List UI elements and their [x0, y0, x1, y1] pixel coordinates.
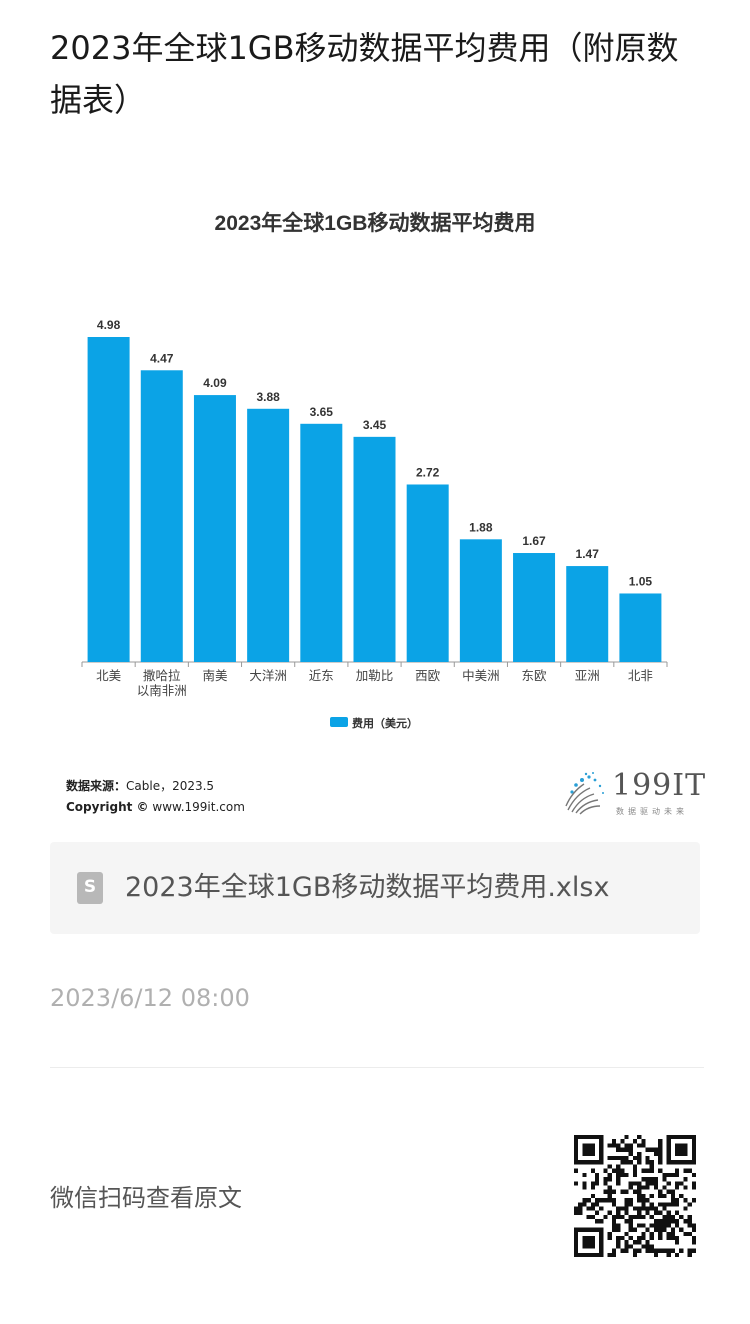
spreadsheet-file-icon: S [77, 872, 103, 904]
publish-date: 2023/6/12 08:00 [50, 984, 250, 1012]
article-title: 2023年全球1GB移动数据平均费用（附原数据表） [50, 29, 679, 119]
x-tick-label: 南美 [202, 668, 227, 683]
x-tick-label: 东欧 [522, 669, 548, 683]
bar-value-label: 2.72 [416, 465, 440, 479]
bar [353, 436, 396, 662]
qr-hint-text: 微信扫码查看原文 [50, 1184, 242, 1212]
chart-image: 2023年全球1GB移动数据平均费用 4.98 北美 4.47 撒哈拉 以南非洲 4.09 南… [50, 180, 710, 840]
bar [140, 370, 183, 662]
chart-title: 2023年全球1GB移动数据平均费用 [215, 211, 536, 235]
bar-value-label: 1.67 [522, 534, 546, 548]
attachment-card[interactable]: S 2023年全球1GB移动数据平均费用.xlsx [50, 842, 700, 934]
bar-value-label: 4.47 [150, 351, 174, 365]
x-tick-label: 西欧 [415, 669, 441, 683]
x-tick-label: 亚洲 [575, 669, 600, 683]
logo-subtitle: 数据驱动未来 [616, 807, 688, 816]
x-tick-label: 北非 [628, 669, 653, 683]
bar-value-label: 3.88 [256, 390, 280, 404]
bar [300, 423, 343, 662]
source-text: Cable，2023.5 [126, 779, 215, 793]
bar [193, 395, 236, 662]
bar [619, 593, 662, 662]
bar-value-label: 1.88 [469, 520, 493, 534]
bar [247, 408, 290, 662]
bar-value-label: 1.05 [629, 574, 653, 588]
x-tick-label: 中美洲 [462, 668, 500, 683]
x-tick-label: 北美 [96, 669, 121, 683]
199it-logo: 199IT 数据驱动未来 [560, 768, 705, 818]
bar [87, 337, 130, 662]
bar-value-label: 4.09 [203, 376, 227, 390]
logo-dots-icon [565, 772, 604, 815]
qr-code-icon[interactable] [574, 1135, 696, 1257]
x-tick-label: 大洋洲 [249, 668, 287, 683]
bar-value-label: 1.47 [576, 547, 600, 561]
attachment-filename[interactable]: 2023年全球1GB移动数据平均费用.xlsx [125, 872, 610, 903]
bar [566, 566, 609, 662]
chart-source: 数据来源：Cable，2023.5 Copyright © www.199it.… [66, 776, 245, 818]
legend-label: 费用（美元） [352, 716, 418, 730]
logo-text: 199IT [612, 768, 707, 803]
bar-value-label: 4.98 [97, 318, 121, 332]
bar [406, 484, 449, 662]
copyright-label: Copyright © [66, 800, 149, 814]
x-tick-label: 以南非洲 [137, 683, 187, 698]
x-tick-label: 撒哈拉 [143, 668, 181, 683]
source-label: 数据来源： [66, 779, 127, 793]
bar-value-label: 3.65 [310, 405, 334, 419]
x-tick-label: 近东 [309, 669, 334, 683]
bar [513, 553, 556, 662]
bar [459, 539, 502, 662]
bar-value-label: 3.45 [363, 418, 387, 432]
legend-swatch [330, 717, 348, 727]
divider [50, 1067, 704, 1068]
file-icon-letter: S [83, 877, 97, 897]
copyright-text: www.199it.com [152, 800, 245, 814]
x-tick-label: 加勒比 [356, 669, 394, 683]
